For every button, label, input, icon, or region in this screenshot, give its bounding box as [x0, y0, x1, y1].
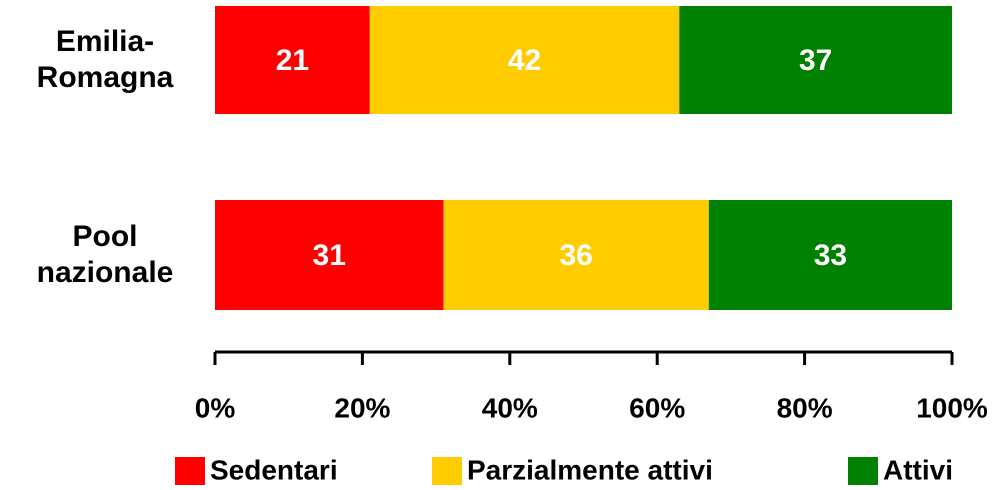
bar-segment — [215, 200, 444, 310]
legend-swatch — [432, 457, 462, 485]
x-tick-label: 80% — [777, 392, 833, 423]
data-label: 21 — [276, 44, 309, 77]
bar-segment — [679, 6, 952, 114]
bar-segment — [443, 200, 709, 310]
category-label: Pool nazionale — [36, 220, 174, 289]
data-label: 42 — [508, 44, 541, 77]
x-tick-label: 20% — [334, 392, 390, 423]
x-tick-label: 40% — [482, 392, 538, 423]
legend-label: Attivi — [883, 454, 953, 485]
legend-label: Sedentari — [210, 454, 338, 485]
x-tick-label: 100% — [916, 392, 988, 423]
data-label: 31 — [313, 239, 346, 272]
data-label: 36 — [559, 239, 592, 272]
data-label: 37 — [799, 44, 832, 77]
x-tick-label: 60% — [629, 392, 685, 423]
data-label: 33 — [814, 239, 847, 272]
category-label: Emilia-Romagna — [36, 25, 174, 94]
legend-swatch — [175, 457, 205, 485]
x-tick-label: 0% — [195, 392, 236, 423]
legend-label: Parzialmente attivi — [467, 454, 713, 485]
legend-swatch — [848, 457, 878, 485]
bar-segment — [708, 200, 952, 310]
bar-segment — [369, 6, 680, 114]
bar-segment — [215, 6, 370, 114]
